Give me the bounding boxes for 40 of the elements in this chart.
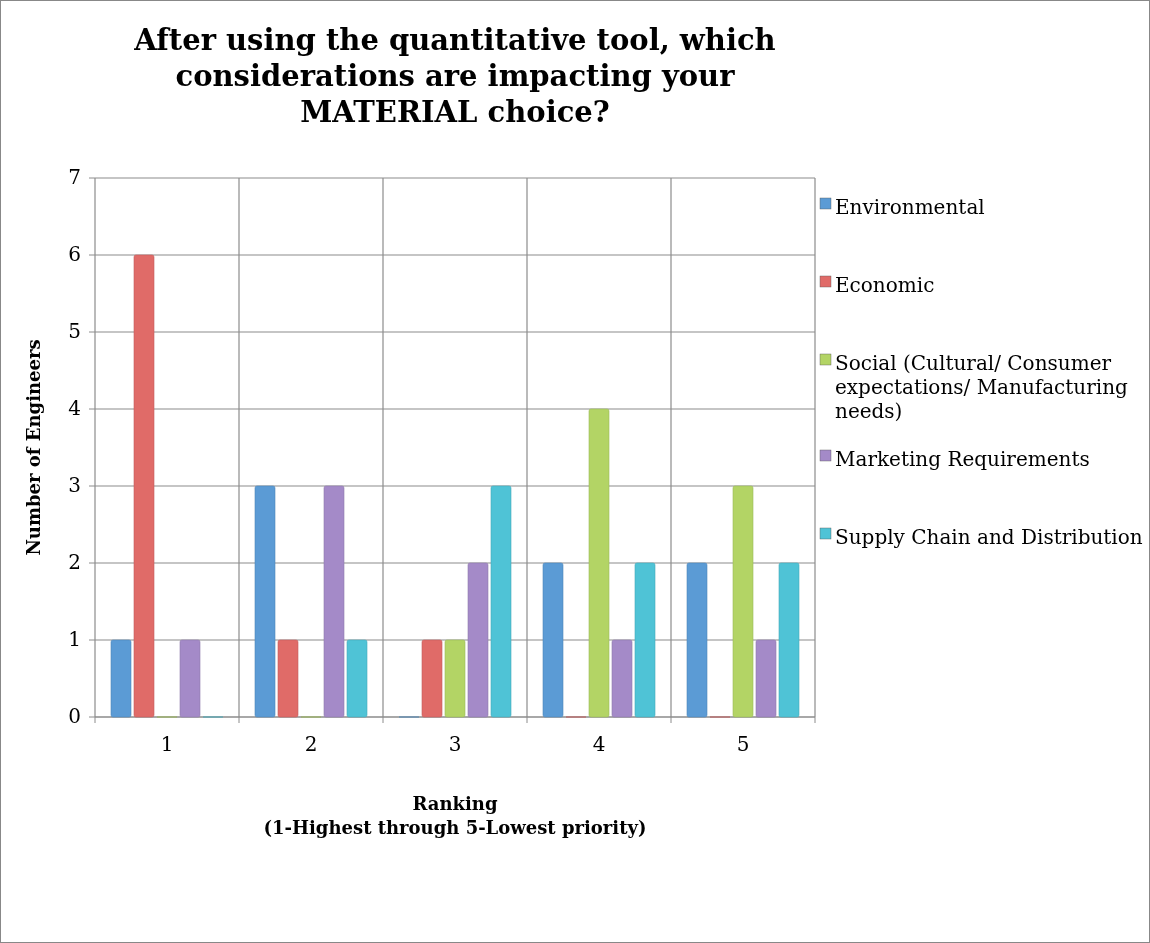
x-tick-label: 2 xyxy=(304,732,318,756)
legend-label: Marketing Requirements xyxy=(835,446,1090,471)
y-tick-label: 1 xyxy=(68,626,81,651)
legend-label: Economic xyxy=(835,272,935,297)
x-axis-title: Ranking (1-Highest through 5-Lowest priority) xyxy=(263,793,647,838)
bar xyxy=(133,254,155,718)
bar xyxy=(179,639,201,718)
y-tick-label: 6 xyxy=(68,241,81,266)
bar xyxy=(755,639,777,718)
x-tick-label: 4 xyxy=(592,732,606,756)
bar xyxy=(634,562,656,718)
bar xyxy=(110,639,132,718)
bar xyxy=(254,485,276,718)
x-tick-label: 1 xyxy=(160,732,174,756)
bar xyxy=(732,485,754,718)
legend-label: Social (Cultural/ Consumer expectations/ Manufacturing needs) xyxy=(835,350,1129,423)
x-tick-label: 3 xyxy=(448,732,462,756)
y-tick-label: 4 xyxy=(68,395,81,420)
bar xyxy=(467,562,489,718)
legend-label: Supply Chain and Distribution xyxy=(835,524,1143,549)
chart-title: After using the quantitative tool, which considerations are impacting your MATERIAL choice? xyxy=(133,23,776,129)
y-tick-label: 0 xyxy=(68,703,81,728)
bar xyxy=(421,639,443,718)
y-tick-label: 7 xyxy=(68,164,81,189)
bar xyxy=(323,485,345,718)
bar xyxy=(778,562,800,718)
y-axis-title: Number of Engineers xyxy=(23,339,44,556)
y-tick-label: 2 xyxy=(68,549,81,574)
bar xyxy=(277,639,299,718)
legend-label: Environmental xyxy=(835,194,985,219)
y-tick-label: 5 xyxy=(68,318,81,343)
bar xyxy=(588,408,610,718)
y-tick-label: 3 xyxy=(68,472,81,497)
bar xyxy=(444,639,466,718)
bar xyxy=(490,485,512,718)
x-tick-label: 5 xyxy=(736,732,750,756)
bar xyxy=(686,562,708,718)
bar xyxy=(542,562,564,718)
bar xyxy=(611,639,633,718)
bar xyxy=(346,639,368,718)
